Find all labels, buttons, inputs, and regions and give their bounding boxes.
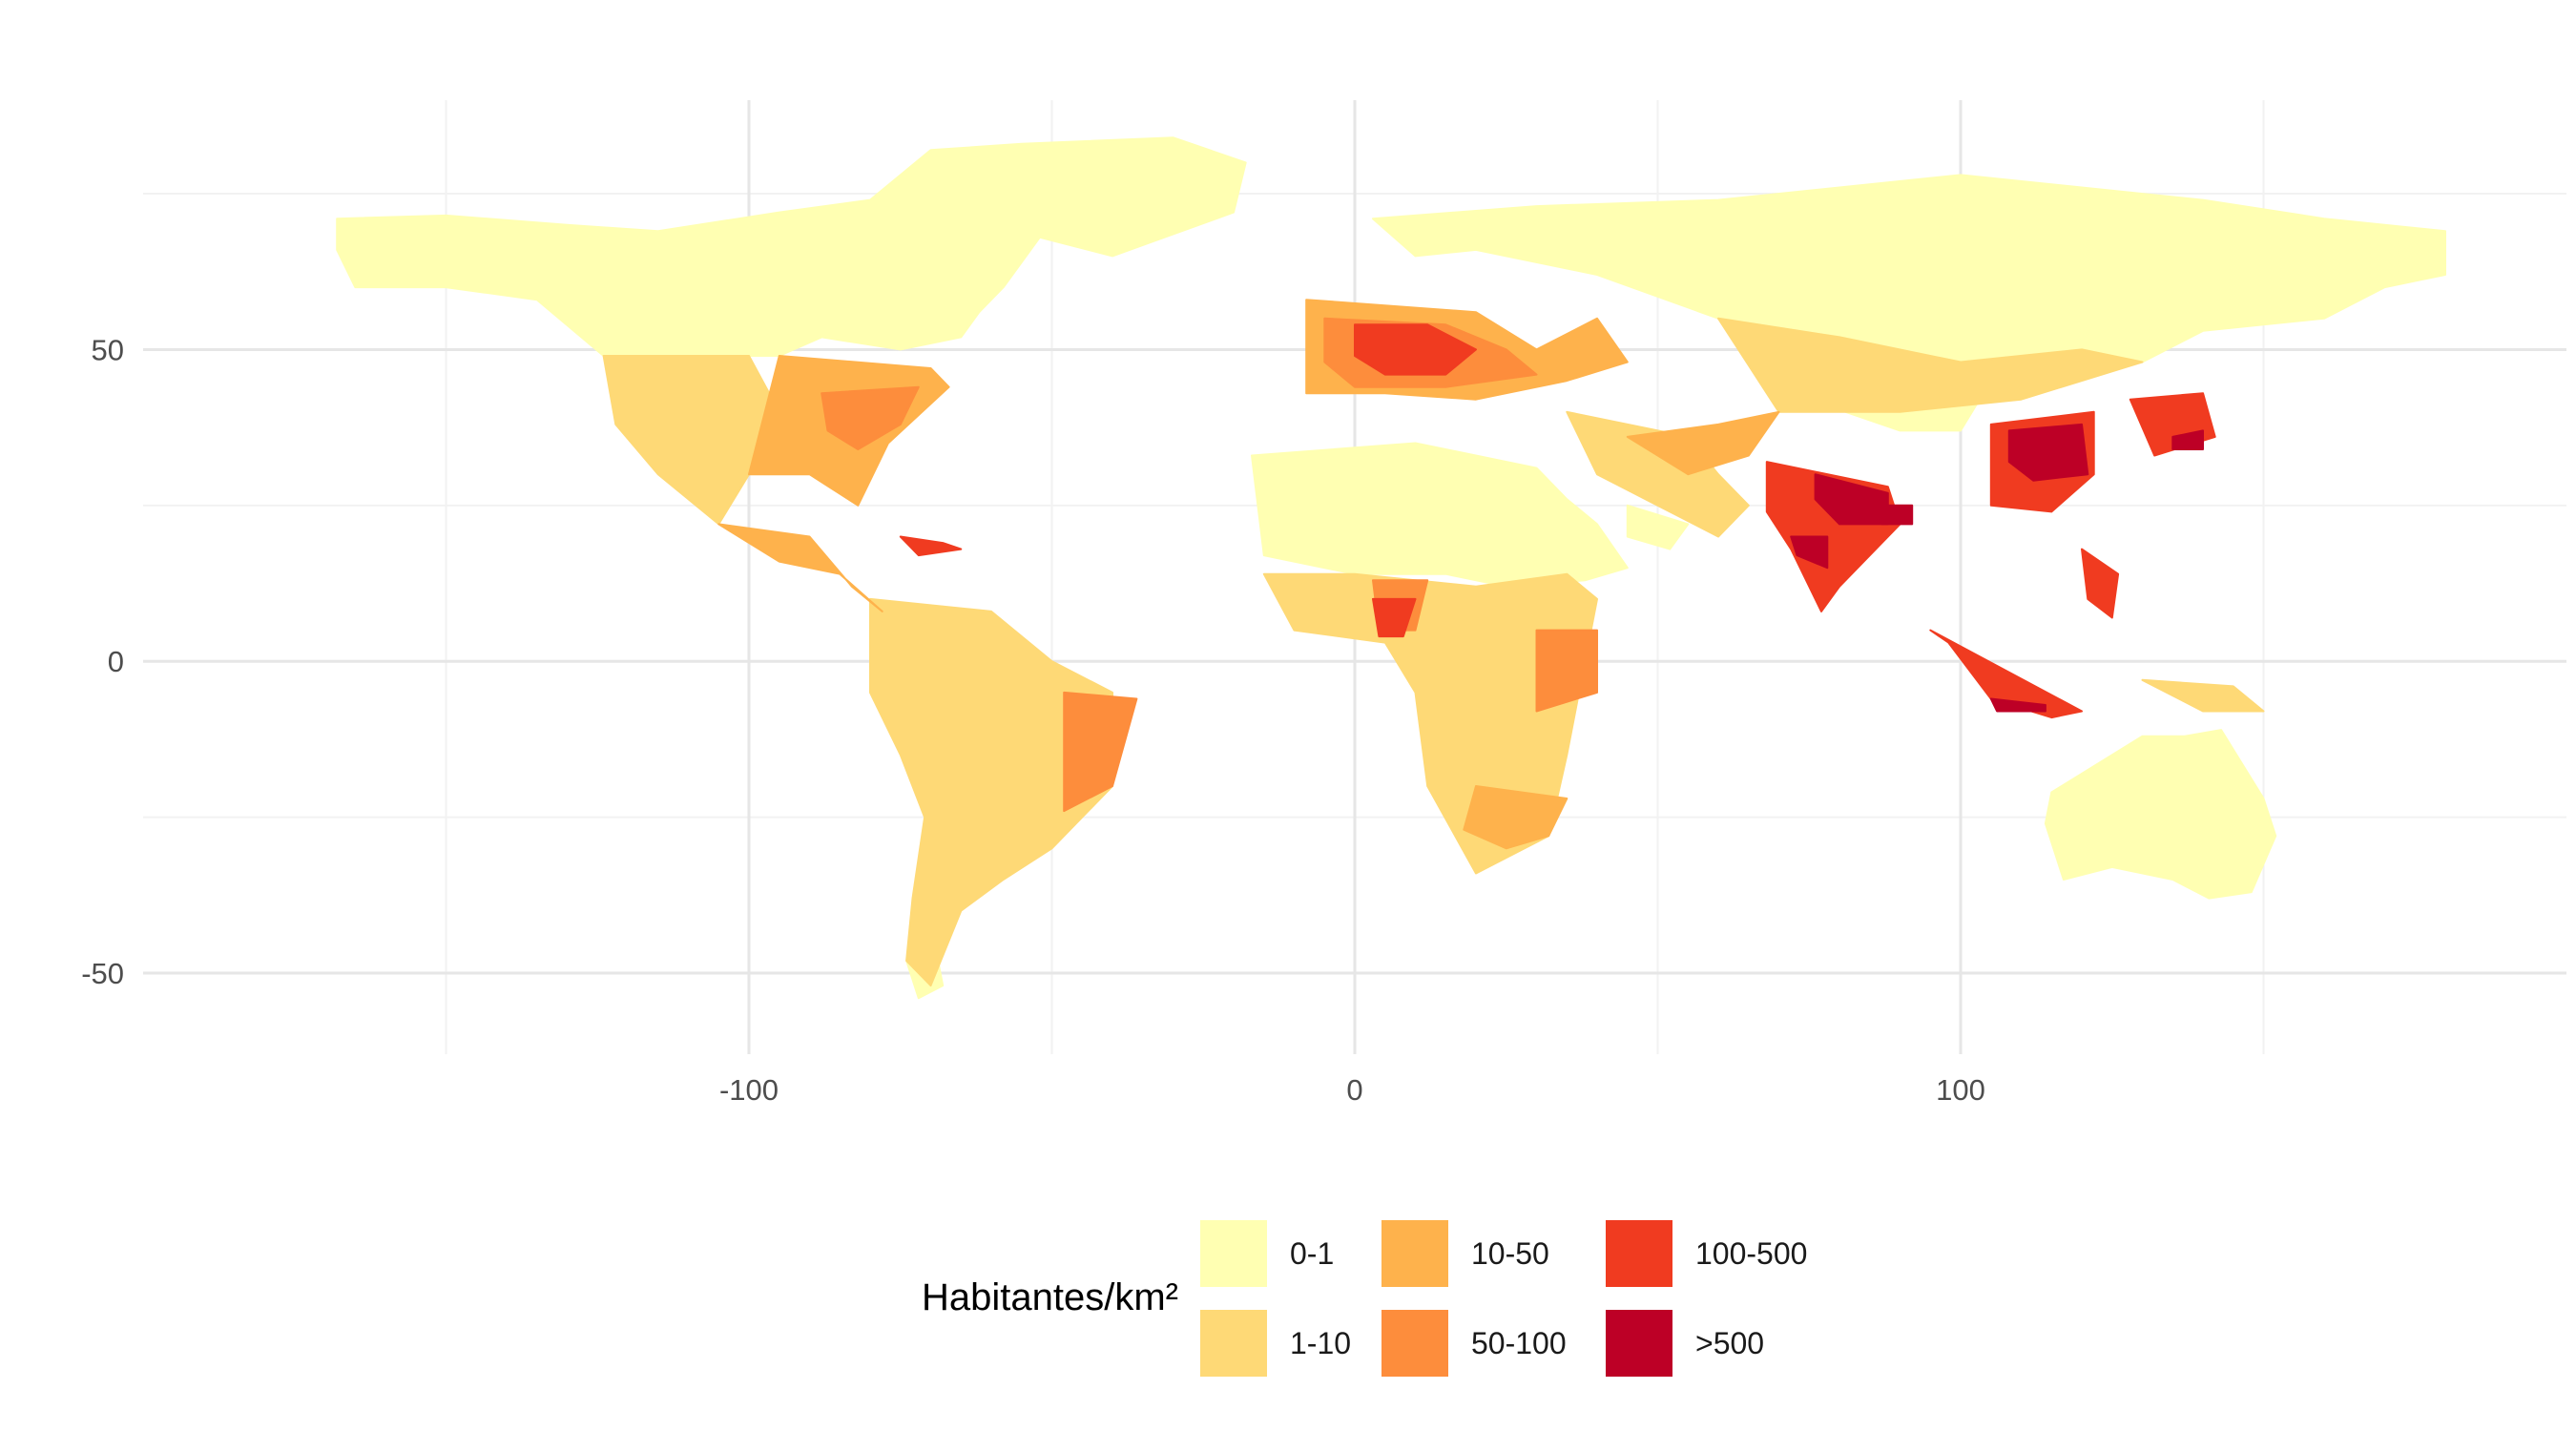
density-region-class-0 [1372,174,2446,363]
density-region-class-3 [821,385,920,450]
density-region-class-0 [1626,504,1690,550]
legend-title: Habitantes/km² [922,1276,1178,1318]
axis-tick-labels: -100 0 100 50 0 -50 [81,333,1985,1107]
density-region-class-0 [1251,442,1629,588]
legend-label: 100-500 [1695,1236,1807,1271]
density-region-class-0 [336,136,1247,357]
density-region-class-3 [1535,629,1598,713]
density-region-class-0 [2044,729,2277,900]
density-region-class-5 [1875,504,1914,526]
density-region-class-4 [1354,323,1477,376]
x-tick-label: -100 [719,1073,779,1107]
legend-swatch [1381,1310,1448,1377]
legend-swatch [1200,1220,1267,1287]
density-region-class-1 [2141,678,2265,713]
density-region-class-5 [2171,429,2204,450]
x-tick-label: 100 [1936,1073,1985,1107]
density-region-class-2 [1463,785,1568,850]
density-region-class-5 [2007,423,2089,482]
density-region-class-4 [899,535,963,557]
y-tick-label: 0 [108,645,124,678]
density-region-class-1 [1566,410,1750,538]
y-tick-label: 50 [92,333,124,366]
density-region-class-5 [1790,535,1829,570]
legend-label: >500 [1695,1326,1764,1360]
density-region-class-4 [1372,597,1417,638]
density-region-class-3 [1063,691,1138,813]
density-region-class-4 [2081,548,2120,619]
y-tick-label: -50 [81,957,124,990]
density-region-class-5 [1989,697,2046,713]
legend-swatch [1200,1310,1267,1377]
x-tick-label: 0 [1346,1073,1362,1107]
density-regions [336,136,2446,1000]
legend-keys: 0-1 1-10 10-50 50-100 100-500 >500 [1200,1220,1807,1377]
density-region-class-2 [717,523,883,612]
density-region-class-1 [869,597,1113,987]
legend-swatch [1381,1220,1448,1287]
density-region-class-1 [602,355,780,526]
density-region-class-2 [1626,410,1780,476]
density-region-class-5 [1814,473,1889,526]
legend-label: 10-50 [1471,1236,1549,1271]
density-region-class-1 [1717,317,2144,413]
legend-swatch [1606,1310,1672,1377]
legend-label: 0-1 [1290,1236,1334,1271]
legend-label: 50-100 [1471,1326,1567,1360]
legend-swatch [1606,1220,1672,1287]
legend: Habitantes/km² 0-1 1-10 10-50 50-100 100-500… [922,1220,1807,1377]
legend-label: 1-10 [1290,1326,1351,1360]
